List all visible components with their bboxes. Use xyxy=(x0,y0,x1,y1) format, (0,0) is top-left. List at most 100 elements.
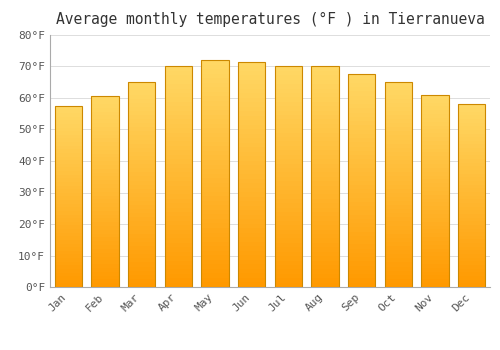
Bar xyxy=(91,283,119,287)
Bar xyxy=(348,249,376,253)
Bar xyxy=(421,172,448,176)
Bar xyxy=(128,107,156,111)
Bar xyxy=(238,107,266,111)
Bar xyxy=(311,234,339,238)
Bar xyxy=(274,111,302,115)
Bar xyxy=(384,99,412,103)
Bar xyxy=(384,250,412,254)
Bar xyxy=(274,106,302,111)
Bar xyxy=(274,243,302,247)
Bar xyxy=(311,212,339,216)
Bar xyxy=(458,104,485,287)
Bar xyxy=(421,210,448,214)
Bar xyxy=(91,158,119,161)
Bar xyxy=(458,152,485,155)
Bar xyxy=(164,168,192,172)
Bar xyxy=(54,240,82,244)
Bar xyxy=(54,247,82,251)
Bar xyxy=(274,181,302,186)
Bar xyxy=(201,97,229,101)
Bar xyxy=(54,135,82,139)
Bar xyxy=(201,124,229,128)
Bar xyxy=(201,92,229,97)
Bar xyxy=(311,89,339,93)
Bar xyxy=(91,268,119,272)
Bar xyxy=(238,233,266,237)
Bar xyxy=(421,195,448,198)
Bar xyxy=(238,80,266,84)
Bar xyxy=(348,202,376,206)
Bar xyxy=(458,159,485,163)
Bar xyxy=(128,123,156,127)
Bar xyxy=(274,203,302,208)
Bar xyxy=(201,74,229,78)
Bar xyxy=(384,189,412,193)
Bar xyxy=(384,279,412,283)
Bar xyxy=(238,282,266,287)
Bar xyxy=(384,82,412,287)
Bar xyxy=(164,93,192,97)
Bar xyxy=(164,216,192,221)
Bar xyxy=(311,247,339,252)
Bar xyxy=(421,175,448,180)
Bar xyxy=(164,71,192,75)
Bar xyxy=(458,163,485,166)
Bar xyxy=(164,212,192,216)
Bar xyxy=(384,140,412,144)
Bar xyxy=(54,229,82,233)
Bar xyxy=(274,66,302,71)
Bar xyxy=(128,275,156,279)
Bar xyxy=(311,172,339,177)
Bar xyxy=(201,251,229,255)
Bar xyxy=(311,71,339,75)
Bar xyxy=(458,276,485,280)
Bar xyxy=(91,222,119,226)
Bar xyxy=(91,207,119,211)
Bar xyxy=(311,260,339,265)
Bar xyxy=(384,135,412,140)
Bar xyxy=(54,265,82,269)
Bar xyxy=(348,164,376,168)
Bar xyxy=(238,129,266,134)
Bar xyxy=(238,161,266,166)
Bar xyxy=(164,75,192,80)
Bar xyxy=(384,86,412,90)
Bar xyxy=(91,119,119,123)
Bar xyxy=(238,242,266,246)
Bar xyxy=(274,128,302,133)
Bar xyxy=(348,236,376,240)
Bar xyxy=(54,207,82,211)
Bar xyxy=(238,93,266,98)
Bar xyxy=(164,221,192,225)
Bar xyxy=(54,244,82,247)
Bar xyxy=(128,222,156,225)
Bar xyxy=(384,148,412,152)
Bar xyxy=(458,166,485,170)
Bar xyxy=(91,215,119,218)
Bar xyxy=(458,225,485,229)
Bar xyxy=(458,232,485,236)
Bar xyxy=(458,251,485,254)
Bar xyxy=(54,186,82,189)
Bar xyxy=(238,215,266,219)
Bar xyxy=(201,133,229,137)
Bar xyxy=(238,269,266,273)
Bar xyxy=(91,131,119,134)
Bar xyxy=(128,148,156,152)
Bar xyxy=(128,213,156,217)
Bar xyxy=(348,125,376,130)
Bar xyxy=(238,152,266,156)
Bar xyxy=(164,282,192,287)
Bar xyxy=(458,145,485,148)
Bar xyxy=(274,75,302,80)
Bar xyxy=(274,172,302,177)
Bar xyxy=(128,230,156,234)
Bar xyxy=(311,119,339,124)
Bar xyxy=(164,199,192,203)
Bar xyxy=(54,153,82,156)
Bar xyxy=(128,140,156,144)
Bar xyxy=(54,233,82,236)
Bar xyxy=(274,159,302,163)
Bar xyxy=(164,186,192,190)
Bar xyxy=(238,174,266,179)
